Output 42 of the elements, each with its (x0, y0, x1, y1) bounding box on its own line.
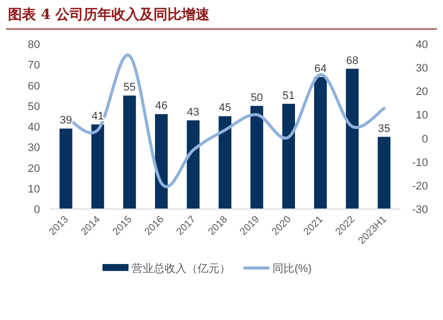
y-tick-label: 20 (28, 162, 40, 175)
bar (378, 136, 390, 209)
bar (123, 96, 136, 209)
bar (218, 116, 232, 209)
data-label: 68 (346, 54, 358, 67)
bar (155, 114, 168, 209)
y-tick-label: 0 (34, 204, 40, 216)
y2-tick-label: -20 (412, 180, 428, 192)
y-tick-label: 40 (28, 122, 40, 134)
y2-tick-label: -30 (412, 204, 428, 216)
legend-label: 同比(%) (272, 262, 312, 275)
y-tick-label: 70 (28, 60, 40, 72)
y2-tick-label: -10 (412, 156, 428, 169)
data-label: 46 (155, 100, 168, 112)
bar (186, 120, 200, 209)
bar (282, 104, 295, 209)
y2-tick-label: 20 (416, 86, 428, 98)
y-tick-label: 60 (28, 80, 40, 92)
data-label: 43 (187, 106, 200, 118)
y-tick-label: 80 (28, 39, 40, 51)
y2-tick-label: 0 (422, 133, 428, 146)
y2-tick-label: 40 (416, 39, 428, 51)
bar (346, 68, 359, 209)
data-label: 41 (92, 110, 104, 122)
data-label: 55 (123, 82, 136, 94)
y-tick-label: 10 (28, 183, 40, 196)
y2-tick-label: 10 (416, 110, 428, 122)
legend-label: 营业总收入（亿元） (132, 262, 230, 275)
y-tick-label: 50 (28, 100, 40, 113)
data-label: 51 (282, 90, 295, 102)
bar (60, 128, 72, 209)
chart-title: 图表 4 公司历年收入及同比增速 (8, 7, 210, 23)
bar (91, 124, 104, 209)
data-label: 39 (60, 114, 72, 127)
y-tick-label: 30 (28, 142, 40, 154)
y2-tick-label: 30 (416, 62, 428, 75)
bar (250, 106, 264, 209)
data-label: 64 (314, 63, 327, 75)
data-label: 45 (218, 102, 232, 114)
data-label: 50 (250, 92, 263, 104)
data-label: 35 (378, 122, 390, 135)
bar (314, 77, 327, 209)
